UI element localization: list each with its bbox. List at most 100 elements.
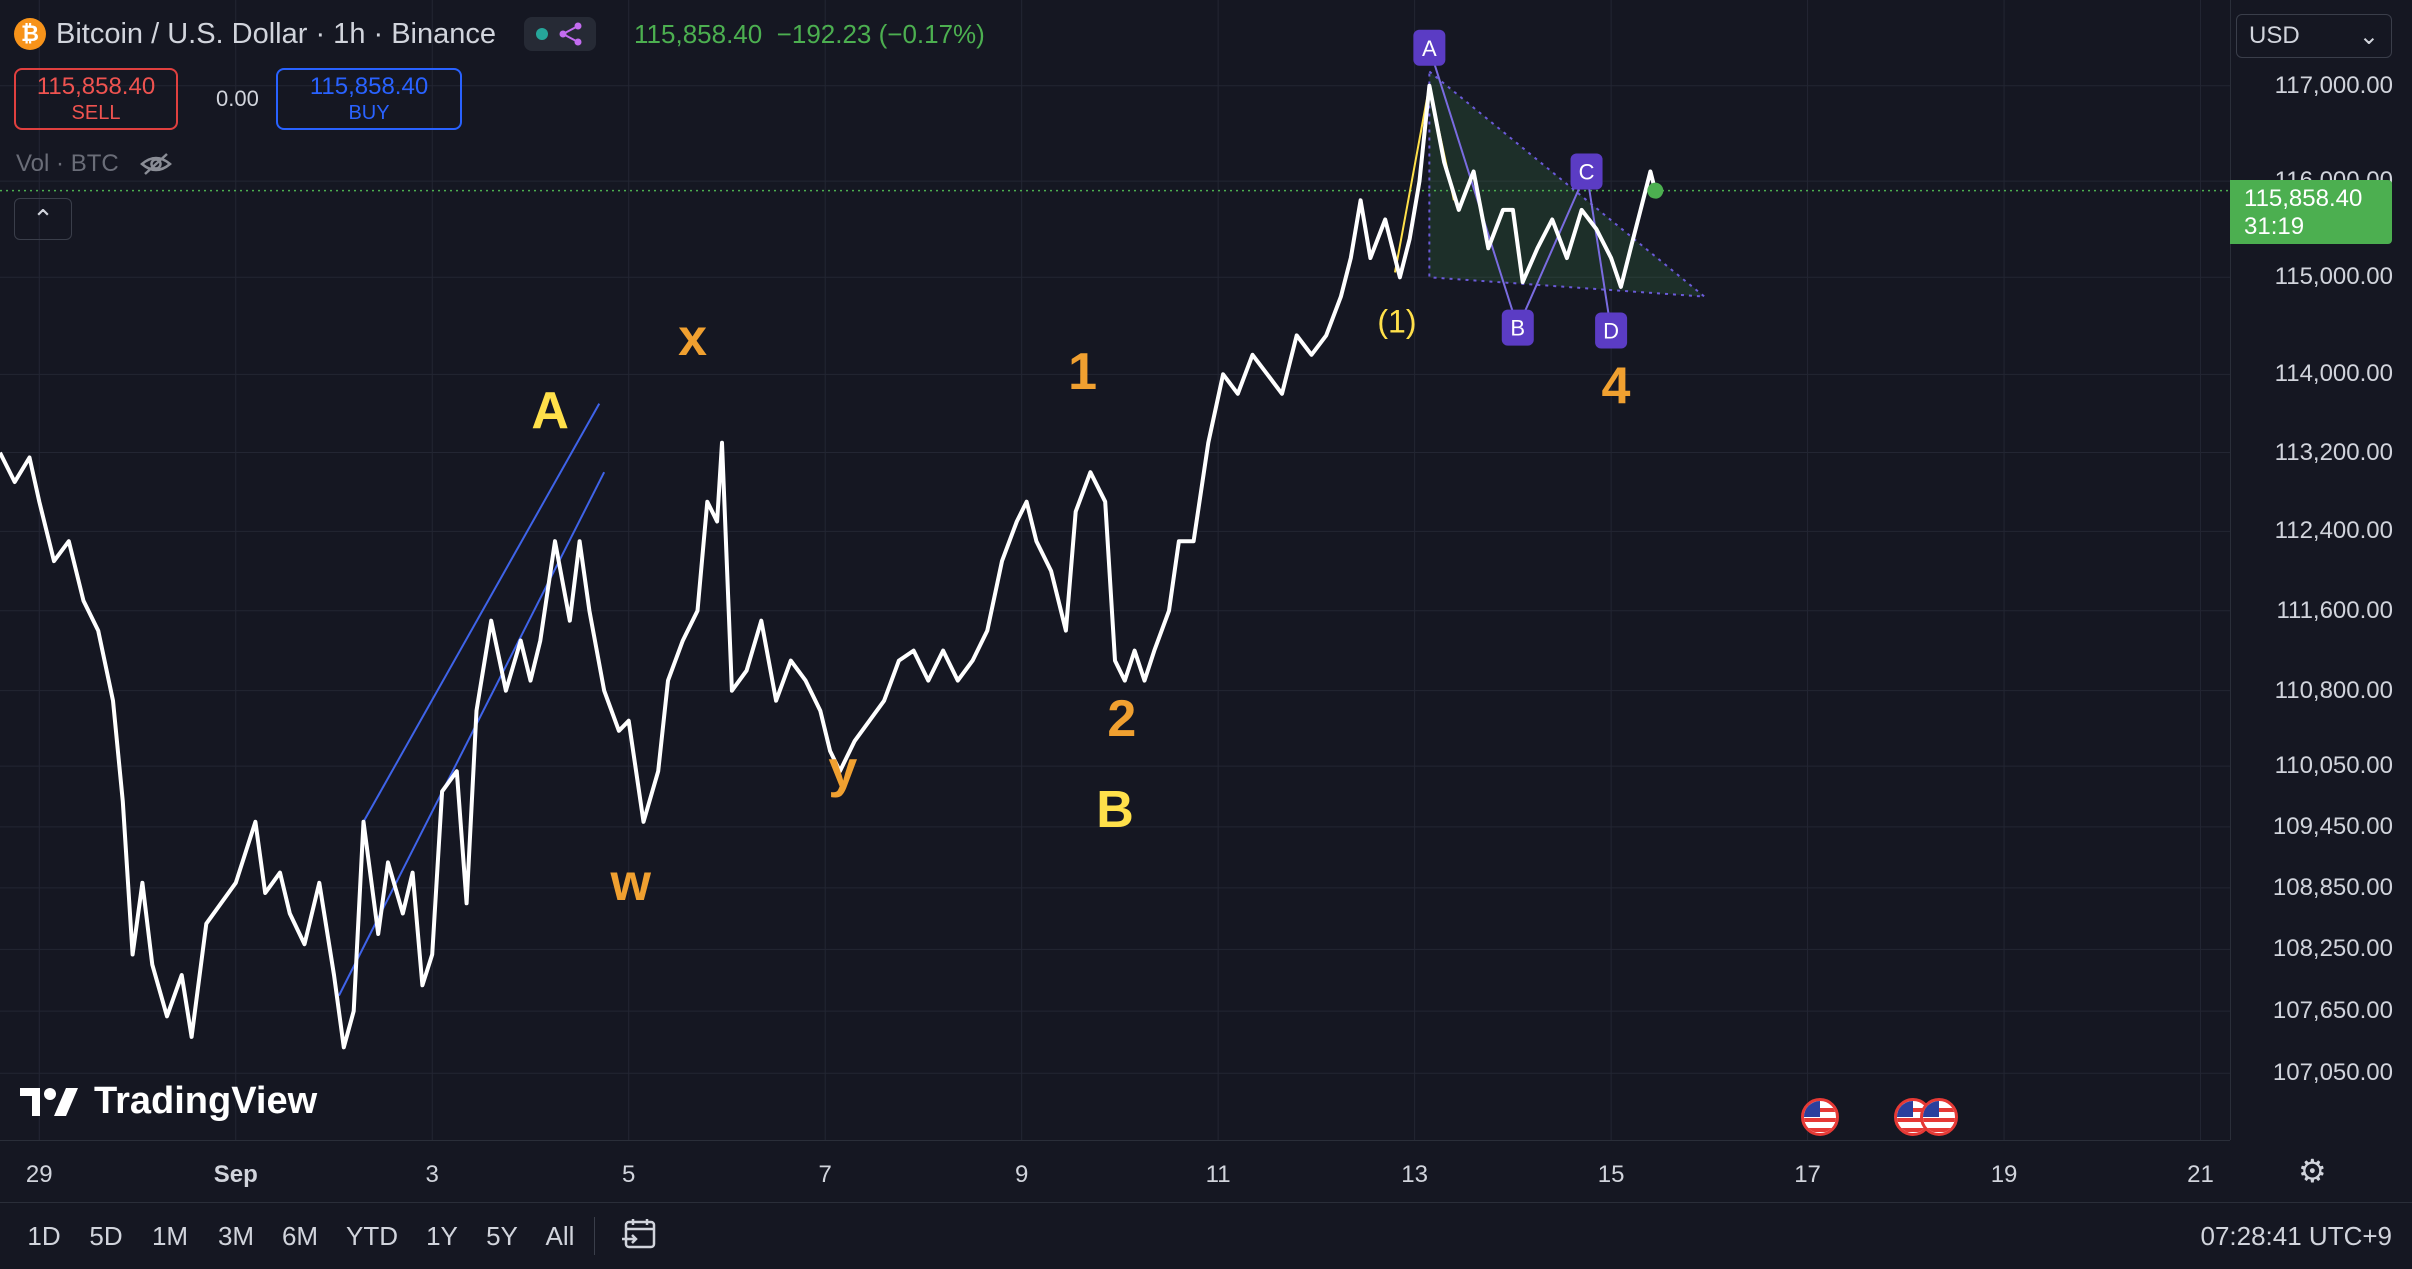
x-tick-label: Sep <box>213 1161 258 1188</box>
currency-select[interactable]: USD ⌄ <box>2236 14 2392 58</box>
volume-legend: Vol · BTC <box>16 150 173 178</box>
pattern-point-marker <box>1413 29 1446 66</box>
wave-label: (1) <box>1377 303 1416 339</box>
share-icon <box>559 22 582 46</box>
wave-label: B <box>1096 781 1134 839</box>
x-tick-label: 7 <box>818 1161 832 1188</box>
last-price-quote: 115,858.40 −192.23 (−0.17%) <box>634 19 985 50</box>
y-tick-label: 107,650.00 <box>2272 997 2393 1025</box>
symbol-title[interactable]: Bitcoin / U.S. Dollar · 1h · Binance <box>56 17 497 50</box>
y-tick-label: 109,450.00 <box>2272 812 2393 840</box>
pattern-point-label: C <box>1579 160 1595 185</box>
trend-channel <box>338 403 606 997</box>
wave-label: 2 <box>1107 690 1136 748</box>
y-tick-label: 114,000.00 <box>2274 360 2393 388</box>
x-tick-label: 17 <box>1794 1161 1821 1188</box>
y-tick-label: 107,050.00 <box>2272 1059 2393 1087</box>
pattern-point-label: A <box>1422 36 1437 61</box>
toolbar-separator <box>594 1217 595 1255</box>
price-chart[interactable]: A B C D Ax w y 1 2 B (1) 4 <box>0 0 2230 1140</box>
bar-countdown: 31:19 <box>2244 213 2305 240</box>
y-tick-label: 111,600.00 <box>2276 596 2393 624</box>
range-button[interactable]: All <box>545 1221 575 1251</box>
buy-price: 115,858.40 <box>309 73 429 100</box>
last-price: 115,858.40 <box>634 18 763 49</box>
clock[interactable]: 07:28:41 UTC+9 <box>2200 1221 2392 1251</box>
channel-line-upper <box>362 403 601 823</box>
triangle-shape <box>1428 69 1708 298</box>
market-open-icon <box>536 28 549 40</box>
x-tick-label: 11 <box>1205 1161 1231 1188</box>
x-tick-label: 9 <box>1014 1161 1029 1188</box>
y-tick-label: 110,050.00 <box>2274 752 2393 780</box>
x-tick-label: 3 <box>425 1161 439 1188</box>
wave-label: 1 <box>1068 343 1097 401</box>
wave-label: 4 <box>1602 358 1631 416</box>
wave-label: A <box>531 382 569 440</box>
spread-value: 0.00 <box>216 86 259 111</box>
pattern-point-marker <box>1570 153 1603 190</box>
wave-label: y <box>828 740 857 798</box>
last-price-dot <box>1647 182 1664 199</box>
time-axis[interactable]: 29 Sep 3 5 7 9 11 13 15 17 19 21 <box>0 1140 2230 1203</box>
x-tick-label: 5 <box>622 1161 636 1188</box>
symbol-header: ₿ Bitcoin / U.S. Dollar · 1h · Binance 1… <box>14 14 985 54</box>
y-tick-label: 110,800.00 <box>2274 676 2393 704</box>
collapse-legend-button[interactable]: ⌃ <box>14 198 72 240</box>
y-tick-label: 113,200.00 <box>2274 438 2393 466</box>
range-button[interactable]: 1M <box>151 1221 189 1251</box>
pattern-point-label: B <box>1510 316 1525 341</box>
chevron-up-icon: ⌃ <box>32 203 54 234</box>
price-line <box>0 83 1658 1050</box>
y-tick-label: 115,000.00 <box>2274 263 2393 291</box>
wave-label: w <box>609 854 651 912</box>
wave-label: x <box>678 309 707 367</box>
settings-gear-icon[interactable]: ⚙ <box>2298 1153 2327 1189</box>
last-price-value: 115,858.40 <box>2244 185 2363 212</box>
eye-hidden-icon[interactable] <box>139 151 173 177</box>
bitcoin-icon: ₿ <box>14 18 46 50</box>
y-tick-label: 108,850.00 <box>2272 873 2393 901</box>
y-tick-label: 108,250.00 <box>2272 935 2393 963</box>
y-tick-label: 117,000.00 <box>2274 71 2393 99</box>
pattern-point-label: D <box>1603 319 1619 344</box>
x-tick-label: 19 <box>1990 1161 2018 1188</box>
x-tick-label: 29 <box>25 1161 53 1188</box>
last-price-label: 115,858.40 31:19 <box>2230 180 2392 244</box>
price-change: −192.23 (−0.17%) <box>776 18 985 49</box>
x-tick-label: 21 <box>2187 1161 2214 1188</box>
range-button[interactable]: 5D <box>89 1221 123 1251</box>
price-axis[interactable]: 107,050.00 107,650.00 108,250.00 108,850.00… <box>2230 0 2412 1140</box>
x-tick-label: 13 <box>1401 1161 1428 1188</box>
tradingview-logo: TradingView <box>20 1080 317 1123</box>
sell-price: 115,858.40 <box>36 73 156 100</box>
y-tick-label: 112,400.00 <box>2274 517 2393 545</box>
currency-value: USD <box>2249 22 2300 49</box>
sell-label: SELL <box>71 102 121 124</box>
sell-button[interactable]: 115,858.40 SELL <box>14 68 178 130</box>
range-button[interactable]: 6M <box>281 1221 319 1251</box>
buy-button[interactable]: 115,858.40 BUY <box>276 68 462 130</box>
pattern-point-marker <box>1595 312 1628 349</box>
bottom-toolbar: 1D 5D 1M 3M 6M YTD 1Y 5Y All 07:28:41 UTC+9 <box>0 1202 2412 1269</box>
pattern-line <box>1428 47 1613 331</box>
pattern-point-marker <box>1501 309 1534 346</box>
market-status-pill[interactable] <box>524 17 597 51</box>
grid <box>0 0 2230 1140</box>
calendar-goto-icon[interactable] <box>622 1217 658 1251</box>
range-button[interactable]: 5Y <box>486 1221 518 1251</box>
chevron-down-icon: ⌄ <box>2358 22 2379 50</box>
us-flag-event-icon[interactable] <box>1801 1098 1839 1136</box>
x-tick-label: 15 <box>1597 1161 1625 1188</box>
us-flag-event-icon[interactable] <box>1920 1098 1958 1136</box>
range-button[interactable]: YTD <box>346 1221 398 1251</box>
tradingview-logo-icon <box>20 1087 78 1116</box>
wave-labels: Ax w y 1 2 B (1) 4 <box>531 182 1664 912</box>
range-button[interactable]: 3M <box>217 1221 255 1251</box>
range-button[interactable]: 1Y <box>426 1221 458 1251</box>
buy-label: BUY <box>348 102 390 124</box>
abcd-pattern: A B C D <box>1393 29 1708 349</box>
volume-label: Vol · BTC <box>16 150 119 177</box>
range-button[interactable]: 1D <box>27 1221 61 1251</box>
